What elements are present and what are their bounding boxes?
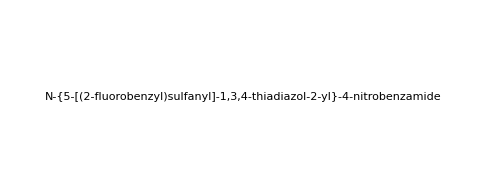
Text: N-{5-[(2-fluorobenzyl)sulfanyl]-1,3,4-thiadiazol-2-yl}-4-nitrobenzamide: N-{5-[(2-fluorobenzyl)sulfanyl]-1,3,4-th… [45, 92, 441, 103]
